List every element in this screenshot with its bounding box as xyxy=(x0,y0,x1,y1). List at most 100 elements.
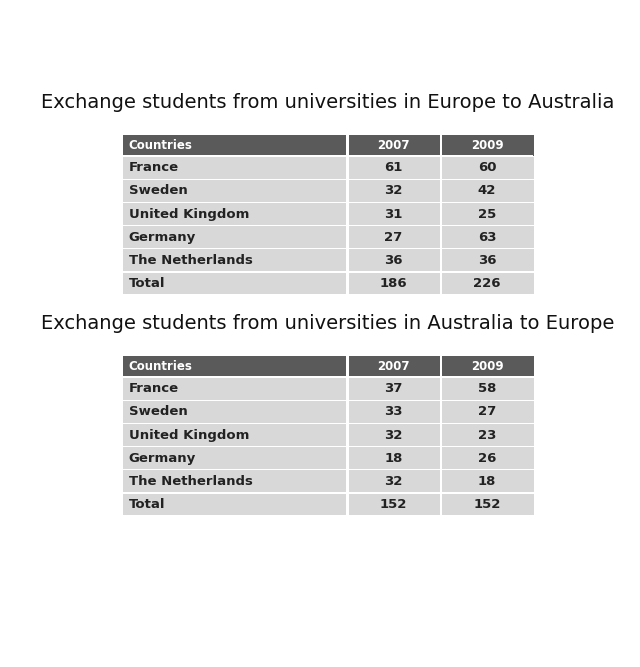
Text: France: France xyxy=(129,382,179,396)
Bar xyxy=(123,469,533,470)
Text: Germany: Germany xyxy=(129,231,196,243)
Text: 18: 18 xyxy=(384,452,403,465)
Text: 186: 186 xyxy=(380,277,407,290)
Bar xyxy=(123,201,533,203)
Bar xyxy=(123,226,346,248)
Bar xyxy=(440,356,534,376)
Bar xyxy=(346,135,349,294)
Text: 2009: 2009 xyxy=(470,360,503,373)
Text: Sweden: Sweden xyxy=(129,184,188,197)
Text: 226: 226 xyxy=(473,277,500,290)
Bar xyxy=(123,376,533,378)
Text: 2007: 2007 xyxy=(377,360,410,373)
Bar xyxy=(346,448,440,469)
Bar xyxy=(123,448,346,469)
Bar xyxy=(346,494,440,515)
Text: 58: 58 xyxy=(478,382,496,396)
Text: 27: 27 xyxy=(384,231,403,243)
Bar xyxy=(123,271,533,273)
Text: Germany: Germany xyxy=(129,452,196,465)
Bar xyxy=(123,180,346,201)
Text: 26: 26 xyxy=(478,452,496,465)
Bar xyxy=(440,378,534,400)
Bar xyxy=(123,155,533,157)
Bar xyxy=(346,226,440,248)
Bar xyxy=(440,226,534,248)
Text: Countries: Countries xyxy=(129,139,193,152)
Bar xyxy=(440,135,534,155)
Text: The Netherlands: The Netherlands xyxy=(129,253,253,267)
Text: 32: 32 xyxy=(384,475,403,488)
Bar xyxy=(123,225,533,226)
Text: Sweden: Sweden xyxy=(129,406,188,418)
Bar xyxy=(346,203,440,225)
Bar xyxy=(123,494,346,515)
Text: 36: 36 xyxy=(477,253,496,267)
Bar xyxy=(440,203,534,225)
Bar xyxy=(346,273,440,294)
Text: 2009: 2009 xyxy=(470,139,503,152)
Bar xyxy=(123,401,346,423)
Bar xyxy=(346,401,440,423)
Text: 2007: 2007 xyxy=(377,139,410,152)
Bar xyxy=(123,248,533,249)
Bar xyxy=(440,249,534,271)
Bar xyxy=(440,135,442,294)
Bar xyxy=(440,401,534,423)
Text: 60: 60 xyxy=(477,161,496,174)
Bar xyxy=(440,273,534,294)
Text: Countries: Countries xyxy=(129,360,193,373)
Text: 31: 31 xyxy=(384,207,403,221)
Bar xyxy=(123,470,346,492)
Bar xyxy=(123,249,346,271)
Bar xyxy=(346,249,440,271)
Text: 33: 33 xyxy=(384,406,403,418)
Bar xyxy=(123,179,533,180)
Bar xyxy=(123,423,533,424)
Text: 152: 152 xyxy=(380,498,407,511)
Text: 32: 32 xyxy=(384,184,403,197)
Text: Total: Total xyxy=(129,277,165,290)
Text: 23: 23 xyxy=(478,428,496,442)
Bar xyxy=(123,135,346,155)
Bar xyxy=(123,203,346,225)
Bar xyxy=(123,446,533,448)
Text: France: France xyxy=(129,161,179,174)
Bar xyxy=(440,424,534,446)
Text: United Kingdom: United Kingdom xyxy=(129,428,249,442)
Bar xyxy=(123,424,346,446)
Bar xyxy=(440,494,534,515)
Bar xyxy=(440,157,534,179)
Bar xyxy=(346,356,349,515)
Bar xyxy=(123,157,346,179)
Text: United Kingdom: United Kingdom xyxy=(129,207,249,221)
Bar xyxy=(346,424,440,446)
Bar xyxy=(123,273,346,294)
Bar xyxy=(346,470,440,492)
Text: 36: 36 xyxy=(384,253,403,267)
Bar xyxy=(346,157,440,179)
Bar xyxy=(346,135,440,155)
Bar xyxy=(123,356,346,376)
Text: 61: 61 xyxy=(384,161,403,174)
Text: 37: 37 xyxy=(384,382,403,396)
Bar xyxy=(440,448,534,469)
Text: Exchange students from universities in Australia to Europe: Exchange students from universities in A… xyxy=(42,314,614,334)
Bar xyxy=(123,492,533,494)
Bar xyxy=(440,180,534,201)
Bar xyxy=(346,180,440,201)
Bar xyxy=(123,400,533,401)
Text: 32: 32 xyxy=(384,428,403,442)
Text: Total: Total xyxy=(129,498,165,511)
Text: 18: 18 xyxy=(478,475,496,488)
Text: 42: 42 xyxy=(478,184,496,197)
Bar xyxy=(346,378,440,400)
Bar xyxy=(440,356,442,515)
Text: Exchange students from universities in Europe to Australia: Exchange students from universities in E… xyxy=(42,93,614,112)
Text: 25: 25 xyxy=(478,207,496,221)
Bar xyxy=(440,470,534,492)
Text: 27: 27 xyxy=(478,406,496,418)
Bar xyxy=(123,378,346,400)
Text: The Netherlands: The Netherlands xyxy=(129,475,253,488)
Text: 152: 152 xyxy=(473,498,500,511)
